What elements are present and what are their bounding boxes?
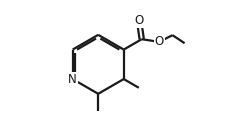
Text: O: O: [134, 14, 144, 27]
Text: N: N: [68, 72, 77, 86]
Text: O: O: [154, 35, 164, 48]
